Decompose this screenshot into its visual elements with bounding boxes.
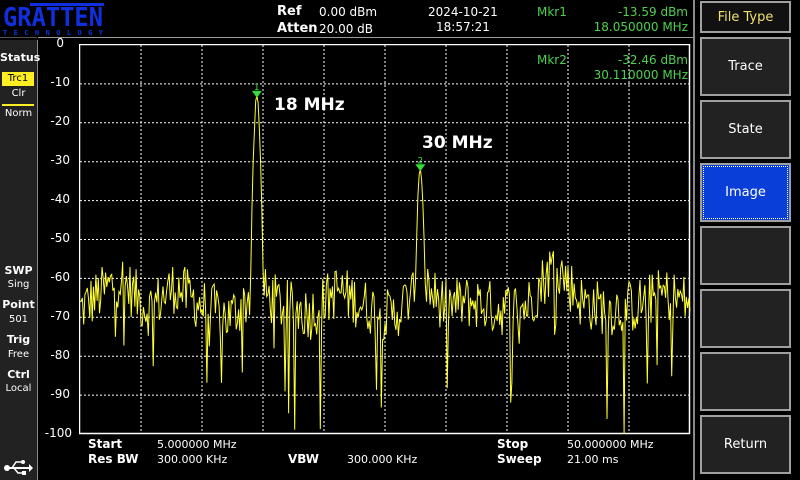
- softkey-empty-3[interactable]: [700, 352, 791, 411]
- time: 18:57:21: [436, 20, 490, 34]
- softkey-empty-2[interactable]: [700, 289, 791, 348]
- y-tick: -20: [50, 114, 70, 128]
- marker2-frequency: 30.110000 MHz: [593, 68, 688, 82]
- trace-selector[interactable]: Trc1: [2, 72, 34, 86]
- atten-label: Atten: [277, 21, 318, 36]
- header-divider: [38, 37, 693, 38]
- spectrum-plot[interactable]: 12: [79, 44, 691, 435]
- grid: [80, 45, 690, 434]
- sweep-label: SWP: [4, 264, 33, 277]
- marker-1-icon[interactable]: [251, 90, 262, 98]
- sweep-value: Sing: [7, 279, 30, 290]
- softkey-trace[interactable]: Trace: [700, 37, 791, 96]
- svg-text:2: 2: [417, 156, 423, 166]
- marker1-frequency: 18.050000 MHz: [593, 20, 688, 34]
- sweep-time-value: 21.00 ms: [567, 453, 619, 466]
- plot-frame: [79, 44, 691, 435]
- header-divider-left: [0, 37, 37, 38]
- y-tick: 0: [56, 36, 64, 50]
- marker1-label: Mkr1: [537, 5, 567, 19]
- status-title: Status: [0, 51, 41, 64]
- stop-value: 50.000000 MHz: [567, 438, 654, 451]
- start-label: Start: [88, 437, 123, 451]
- svg-text:GRATTEN: GRATTEN: [3, 3, 103, 33]
- y-tick: -10: [50, 75, 70, 89]
- marker1-amplitude: -13.59 dBm: [617, 5, 688, 19]
- ctrl-value: Local: [5, 383, 32, 394]
- ctrl-label: Ctrl: [7, 368, 30, 381]
- annotation-30mhz: 30 MHz: [422, 133, 493, 153]
- start-value: 5.000000 MHz: [157, 438, 237, 451]
- y-tick: -30: [50, 153, 70, 167]
- trig-value: Free: [7, 349, 30, 360]
- marker2-amplitude: -32.46 dBm: [617, 53, 688, 67]
- date: 2024-10-21: [428, 5, 498, 19]
- ref-label: Ref: [277, 4, 302, 19]
- stop-label: Stop: [497, 437, 529, 451]
- y-tick: -50: [50, 231, 70, 245]
- rbw-value: 300.000 KHz: [157, 453, 228, 466]
- softkey-title-file-type: File Type: [700, 1, 791, 33]
- softkey-return[interactable]: Return: [700, 415, 791, 474]
- status-panel: Status Trc1 Clr Norm SWP Sing Point 501 …: [0, 40, 41, 480]
- marker-2-icon[interactable]: [415, 164, 426, 172]
- rbw-label: Res BW: [88, 452, 139, 466]
- vbw-label: VBW: [288, 452, 320, 466]
- y-tick: -40: [50, 192, 70, 206]
- trig-label: Trig: [6, 333, 31, 346]
- trace-mode: Clr: [11, 88, 26, 99]
- trace-color-bar: [2, 104, 34, 106]
- y-tick: -100: [44, 426, 72, 440]
- y-tick: -70: [50, 309, 70, 323]
- softkey-panel: File Type Trace State Image Return: [693, 0, 800, 480]
- atten-value: 20.00 dB: [319, 22, 374, 36]
- softkey-state[interactable]: State: [700, 100, 791, 159]
- trace-line: [79, 95, 691, 435]
- detector-mode: Norm: [4, 108, 33, 119]
- y-tick: -90: [50, 387, 70, 401]
- softkey-image[interactable]: Image: [700, 163, 791, 222]
- sweep-time-label: Sweep: [497, 452, 542, 466]
- point-label: Point: [2, 298, 35, 311]
- svg-text:1: 1: [254, 83, 260, 93]
- y-tick: -60: [50, 270, 70, 284]
- y-tick: -80: [50, 348, 70, 362]
- softkey-empty-1[interactable]: [700, 226, 791, 285]
- marker2-label: Mkr2: [537, 53, 567, 67]
- gratten-logo: GRATTEN TECHNOLOGY: [3, 3, 104, 36]
- markers: 12: [251, 83, 426, 172]
- annotation-18mhz: 18 MHz: [274, 95, 345, 115]
- point-value: 501: [8, 314, 29, 325]
- usb-icon: [4, 460, 33, 475]
- vbw-value: 300.000 KHz: [347, 453, 418, 466]
- ref-value: 0.00 dBm: [319, 5, 378, 19]
